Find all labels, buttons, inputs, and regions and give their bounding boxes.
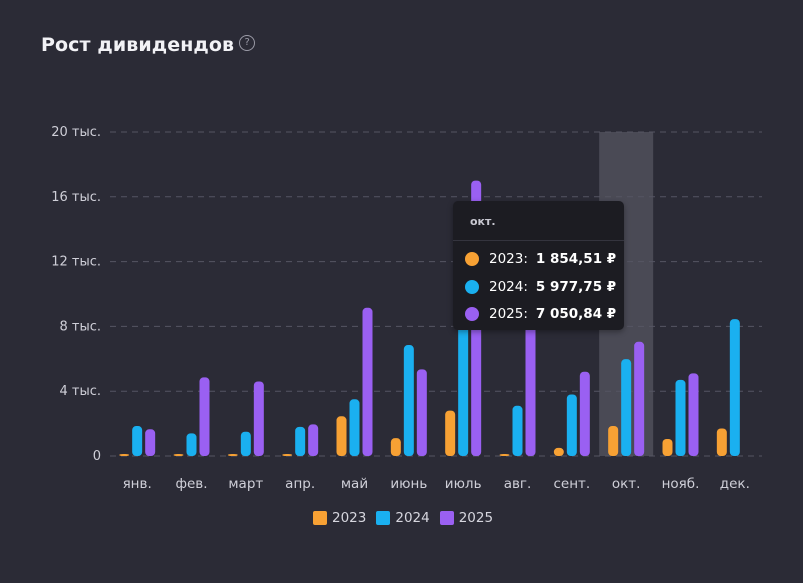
question-circle-icon[interactable]: ? [239, 35, 256, 51]
tooltip-row-value: 7 050,84 ₽ [535, 306, 617, 322]
bar-2025-3 [308, 424, 319, 456]
bar-2023-3 [282, 454, 293, 456]
bar-2023-10 [662, 438, 673, 456]
bar-2025-4 [362, 307, 373, 456]
x-tick-label: дек. [720, 476, 750, 492]
tooltip: окт. 2023: 1 854,51 ₽ 2024: 5 977,75 ₽ 2… [453, 201, 624, 330]
legend-label: 2023 [332, 510, 367, 526]
series-2024-dot [465, 280, 479, 294]
tooltip-row-label: 2024: [489, 279, 528, 295]
x-tick-label: фев. [175, 476, 207, 492]
legend-item-2025[interactable]: 2025 [439, 510, 494, 526]
bar-2025-2 [253, 381, 264, 456]
bar-2023-5 [390, 438, 401, 456]
tooltip-row-label: 2023: [489, 251, 528, 267]
bar-2023-6 [445, 410, 456, 456]
bar-2025-1 [199, 377, 210, 456]
x-tick-label: июнь [390, 476, 427, 492]
legend-label: 2025 [458, 510, 494, 526]
x-tick-label: нояб. [662, 476, 700, 492]
legend-item-2024[interactable]: 2024 [376, 510, 430, 526]
x-tick-label: авг. [504, 476, 532, 492]
legend-label: 2024 [395, 510, 430, 526]
x-tick-label: март [228, 476, 263, 492]
bar-2023-1 [173, 454, 184, 456]
y-tick-label: 0 [93, 449, 101, 464]
x-tick-label: окт. [612, 476, 641, 492]
bar-2024-2 [240, 431, 251, 456]
bar-2023-9 [608, 425, 619, 456]
bar-2023-11 [716, 428, 727, 456]
tooltip-row-2024: 2024: 5 977,75 ₽ [465, 277, 616, 297]
bar-2023-4 [336, 416, 347, 456]
bar-2023-7 [499, 454, 510, 456]
tooltip-row-value: 5 977,75 ₽ [535, 279, 617, 295]
bar-2023-2 [227, 454, 238, 456]
x-tick-label: янв. [123, 476, 152, 492]
x-tick-label: сент. [553, 476, 590, 492]
x-tick-label: июль [445, 476, 482, 492]
bar-2024-9 [621, 359, 632, 456]
bar-2025-0 [145, 429, 156, 456]
y-tick-label: 4 тыс. [59, 384, 101, 399]
y-tick-label: 8 тыс. [59, 319, 101, 334]
bar-2024-4 [349, 399, 360, 456]
bar-2024-0 [132, 426, 143, 456]
tooltip-row-2023: 2023: 1 854,51 ₽ [465, 249, 616, 269]
legend-swatch [313, 511, 327, 525]
bar-2024-11 [729, 319, 740, 456]
y-tick-label: 20 тыс. [51, 125, 101, 140]
series-2023-dot [465, 252, 479, 266]
legend-swatch [376, 511, 391, 525]
bar-2023-8 [553, 447, 564, 456]
bar-2025-9 [634, 341, 645, 456]
bar-2024-7 [512, 405, 523, 456]
bar-2024-3 [295, 426, 306, 456]
bar-2024-8 [566, 394, 577, 456]
chart-title: Рост дивидендов [41, 34, 235, 56]
bar-2025-8 [579, 371, 590, 456]
legend: 2023 2024 2025 [313, 510, 503, 526]
bar-2025-5 [416, 369, 427, 456]
legend-item-2023[interactable]: 2023 [313, 510, 366, 526]
bar-2023-0 [119, 454, 130, 456]
tooltip-row-2025: 2025: 7 050,84 ₽ [465, 304, 616, 324]
tooltip-row-value: 1 854,51 ₽ [535, 251, 617, 267]
bar-2025-10 [688, 373, 699, 456]
bar-2024-10 [675, 379, 686, 456]
legend-swatch [439, 511, 454, 525]
bar-2024-1 [186, 433, 197, 456]
bar-2024-5 [403, 345, 414, 456]
series-2025-dot [465, 307, 479, 321]
tooltip-row-label: 2025: [489, 306, 528, 322]
x-tick-label: май [341, 476, 368, 492]
x-tick-label: апр. [285, 476, 315, 492]
tooltip-header: окт. [453, 201, 624, 241]
y-tick-label: 12 тыс. [51, 255, 101, 270]
y-tick-label: 16 тыс. [51, 190, 101, 205]
title-row: Рост дивидендов ? [41, 34, 256, 56]
